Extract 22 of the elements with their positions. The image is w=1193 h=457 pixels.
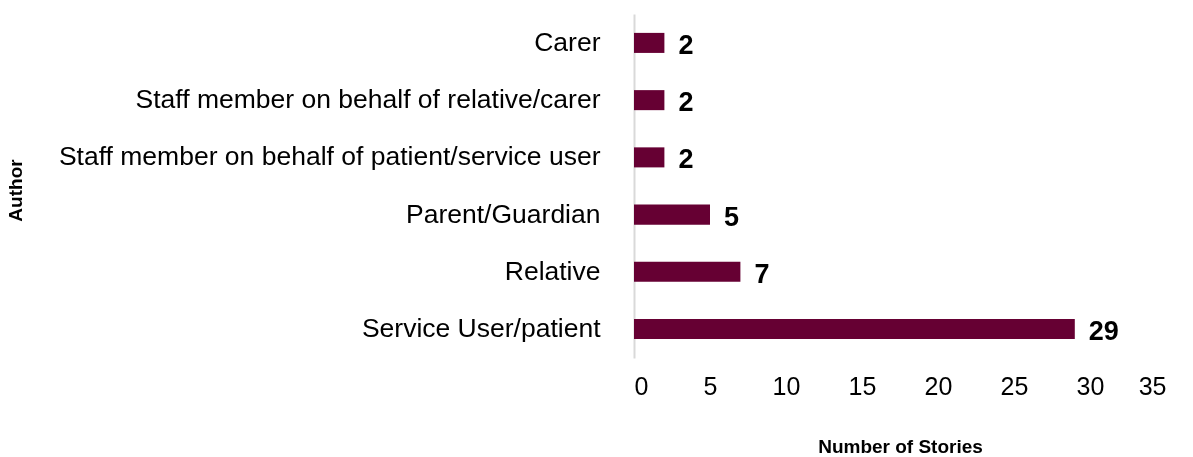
data-label: 29	[1088, 316, 1119, 347]
x-tick-label: 30	[1076, 371, 1105, 400]
y-tick-label: Relative	[504, 255, 601, 286]
data-label: 5	[724, 201, 740, 232]
data-label: 2	[678, 87, 694, 118]
y-tick-label: Staff member on behalf of patient/service user	[58, 141, 601, 172]
data-label: 7	[754, 258, 770, 289]
x-tick-label: 35	[1138, 371, 1167, 400]
x-tick-label: 15	[848, 371, 877, 400]
y-tick-label: Carer	[534, 26, 601, 57]
x-tick-label: 25	[1000, 371, 1029, 400]
data-label: 2	[678, 144, 694, 175]
x-axis-title: Number of Stories	[818, 435, 983, 457]
x-tick-label: 10	[772, 371, 801, 400]
y-tick-label: Service User/patient	[361, 313, 602, 344]
y-tick-label: Staff member on behalf of relative/carer	[135, 84, 601, 115]
x-tick-label: 5	[703, 371, 718, 400]
x-tick-label: 0	[634, 371, 649, 400]
y-tick-label: Parent/Guardian	[406, 198, 601, 229]
y-axis-title: Author	[4, 158, 26, 222]
data-label: 2	[678, 29, 694, 60]
x-tick-label: 20	[924, 371, 953, 400]
